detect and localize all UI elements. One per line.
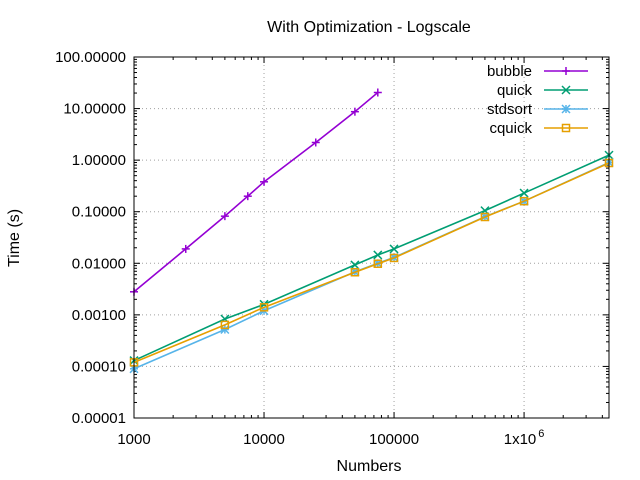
- x-tick-label: 1x10 6: [504, 428, 545, 448]
- axis-ticks: 0.00001 0.00010 0.00100 0.01000 0.10000 1.000…: [55, 49, 609, 448]
- data-point-bubble: [260, 177, 269, 186]
- data-point-quick: [350, 260, 360, 270]
- data-point-legend-cquick: [561, 123, 571, 133]
- x-tick-label: 1000: [117, 431, 150, 448]
- legend-item-quick: quick: [497, 82, 588, 99]
- data-point-bubble: [181, 244, 190, 253]
- x-axis-label: Numbers: [337, 458, 402, 475]
- data-point-bubble: [350, 107, 359, 116]
- y-tick-label: 0.01000: [72, 255, 126, 272]
- y-tick-label: 0.00010: [72, 358, 126, 375]
- chart-title: With Optimization - Logscale: [267, 19, 471, 36]
- series-cquick: [129, 158, 614, 367]
- series-line-bubble: [133, 91, 379, 293]
- series-line-quick: [133, 154, 610, 362]
- data-point-legend-stdsort: [561, 104, 571, 114]
- data-point-stdsort: [220, 324, 230, 335]
- plot-series: [129, 88, 614, 374]
- data-point-quick: [519, 188, 529, 198]
- data-point-cquick: [350, 268, 360, 277]
- y-tick-label: 10.00000: [63, 101, 126, 118]
- data-point-cquick: [220, 320, 230, 330]
- plot-frame: [133, 56, 610, 419]
- y-tick-label: 100.00000: [55, 49, 126, 66]
- data-point-cquick: [373, 259, 383, 268]
- legend-label: stdsort: [487, 101, 533, 118]
- data-point-bubble: [311, 138, 320, 147]
- data-point-quick: [373, 250, 383, 260]
- data-point-legend-bubble: [562, 67, 570, 75]
- y-tick-label: 0.00001: [72, 410, 126, 427]
- y-axis-label: Time (s): [6, 209, 23, 267]
- data-point-cquick: [389, 253, 399, 263]
- y-tick-label: 0.00100: [72, 307, 126, 324]
- legend-label: quick: [497, 82, 533, 99]
- data-point-legend-quick: [561, 85, 571, 95]
- legend: bubble quick stdsort cquick: [487, 63, 588, 137]
- data-point-quick: [389, 244, 399, 254]
- x-tick-label: 10000: [243, 431, 285, 448]
- legend-item-bubble: bubble: [487, 63, 588, 80]
- legend-item-stdsort: stdsort: [487, 101, 588, 118]
- y-tick-label: 1.00000: [72, 152, 126, 169]
- data-point-bubble: [243, 192, 252, 201]
- legend-item-cquick: cquick: [489, 120, 588, 137]
- data-point-bubble: [373, 88, 382, 97]
- series-quick: [129, 150, 614, 366]
- data-point-bubble: [220, 212, 229, 221]
- grid: [134, 57, 609, 418]
- data-point-cquick: [519, 196, 529, 206]
- series-bubble: [130, 88, 382, 296]
- data-point-cquick: [259, 303, 269, 312]
- y-tick-label: 0.10000: [72, 204, 126, 221]
- data-point-cquick: [480, 212, 490, 222]
- legend-label: bubble: [487, 63, 532, 80]
- legend-label: cquick: [489, 120, 532, 137]
- x-tick-label: 100000: [369, 431, 419, 448]
- series-line-cquick: [133, 162, 610, 364]
